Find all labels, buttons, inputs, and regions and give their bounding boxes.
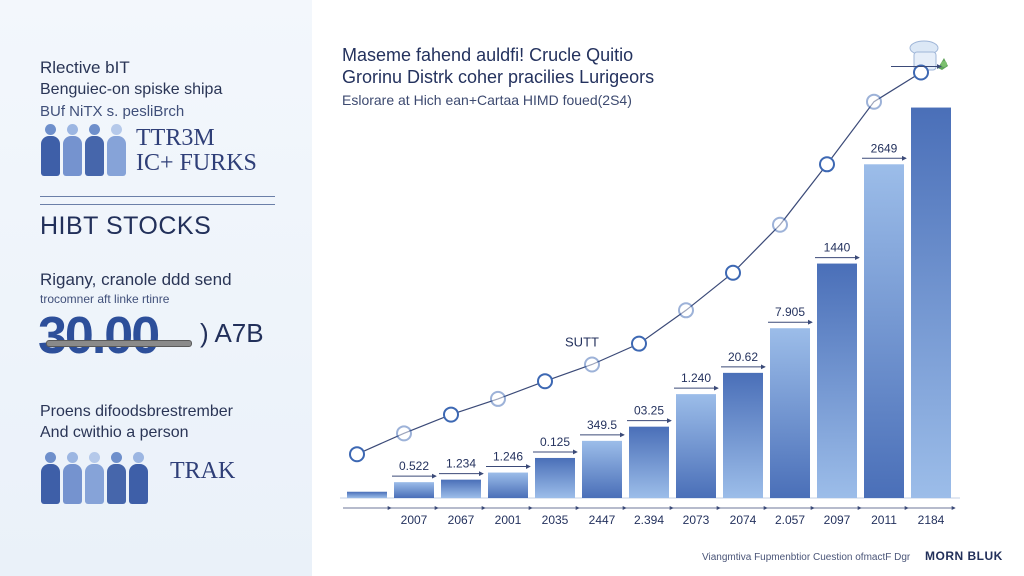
person-icon: [106, 124, 126, 176]
left-heading: Rlective bIT: [40, 58, 130, 77]
data-label: 1.246: [493, 450, 523, 464]
x-tick-label: 2035: [542, 513, 569, 527]
x-tick-label: 2067: [448, 513, 475, 527]
footer-text: Viangmtiva Fupmenbtior Cuestion ofmactF …: [702, 552, 911, 563]
bar: [582, 440, 622, 498]
x-tick-label: 2.057: [775, 513, 805, 527]
person-description: Proens difoodsbrestrember: [40, 403, 233, 420]
person-icon: [62, 124, 82, 176]
bar: [911, 107, 951, 498]
x-tick-label: 2184: [918, 513, 945, 527]
chart-title-line-1: Maseme fahend auldfi! Crucle Quitio: [342, 45, 634, 65]
x-tick-label: 2.394: [634, 513, 664, 527]
x-tick-label: 2074: [730, 513, 757, 527]
bar: [629, 426, 669, 498]
brand-line-1: TTR3M: [136, 125, 215, 151]
trak-label: TRAK: [170, 458, 236, 484]
trend-point: [349, 446, 365, 463]
divider: [40, 196, 275, 197]
data-label: 349.5: [587, 418, 617, 432]
data-label: 7.905: [775, 305, 805, 319]
stocks-description-small: trocomner aft linke rtinre: [40, 292, 170, 306]
trend-point: [443, 406, 459, 423]
footer-brand: MORN BLUK: [925, 549, 1003, 563]
trend-point: [866, 93, 882, 110]
data-label: 1.234: [446, 457, 476, 471]
person-description-2: And cwithio a person: [40, 424, 189, 441]
bar: [723, 372, 763, 498]
trend-point: [819, 156, 835, 173]
person-icon: [128, 452, 148, 504]
x-tick-label: 2001: [495, 513, 522, 527]
data-label: 20.62: [728, 350, 758, 364]
person-icon: [40, 452, 60, 504]
x-tick-label: 2447: [589, 513, 616, 527]
chart-annotation: SUTT: [565, 335, 599, 350]
data-label: 0.522: [399, 459, 429, 473]
bar: [394, 482, 434, 498]
bar: [488, 472, 528, 498]
people-illustration-top: [40, 124, 126, 176]
bar: [817, 263, 857, 498]
trend-point: [490, 390, 506, 407]
trend-point: [772, 216, 788, 233]
people-illustration-bottom: [40, 452, 148, 504]
data-label: 03.25: [634, 404, 664, 418]
person-icon: [40, 124, 60, 176]
x-tick-label: 2007: [401, 513, 428, 527]
bar: [676, 394, 716, 498]
stocks-description: Rigany, cranole ddd send: [40, 270, 232, 289]
headline-number-suffix: ) A7B: [200, 318, 264, 348]
bar: [535, 457, 575, 498]
data-label: 1440: [824, 241, 851, 255]
x-tick-label: 2011: [871, 513, 897, 527]
headline-number: 30.00: [38, 307, 160, 365]
person-icon: [106, 452, 126, 504]
headline-number-bar: [46, 340, 192, 347]
divider: [40, 204, 275, 205]
bar: [441, 479, 481, 498]
person-icon: [62, 452, 82, 504]
x-tick-label: 2097: [824, 513, 851, 527]
bar: [347, 491, 387, 498]
person-icon: [84, 452, 104, 504]
data-label: 0.125: [540, 435, 570, 449]
left-subtitle-2: BUf NiTX s. pesliBrch: [40, 103, 185, 120]
data-label: 1.240: [681, 371, 711, 385]
trend-point: [913, 64, 929, 81]
trend-point: [678, 302, 694, 319]
brand-wordmark: TTR3M IC+ FURKS: [136, 126, 257, 176]
x-tick-label: 2073: [683, 513, 710, 527]
bar: [864, 164, 904, 499]
person-icon: [84, 124, 104, 176]
left-subtitle-1: Benguiec-on spiske shipa: [40, 81, 223, 98]
data-label: 2649: [871, 141, 898, 155]
trend-point: [725, 264, 741, 281]
bar: [770, 328, 810, 498]
chart-title-line-2: Grorinu Distrk coher pracilies Lurigeors: [342, 67, 655, 87]
trend-point: [631, 335, 647, 352]
stocks-title: HIBT STOCKS: [40, 212, 212, 240]
trend-point: [537, 373, 553, 390]
trend-point: [584, 356, 600, 373]
brand-line-2: IC+ FURKS: [136, 150, 257, 176]
trend-point: [396, 425, 412, 442]
chart-subtitle: Eslorare at Hich ean+Cartaa HIMD foued(2…: [342, 92, 632, 108]
